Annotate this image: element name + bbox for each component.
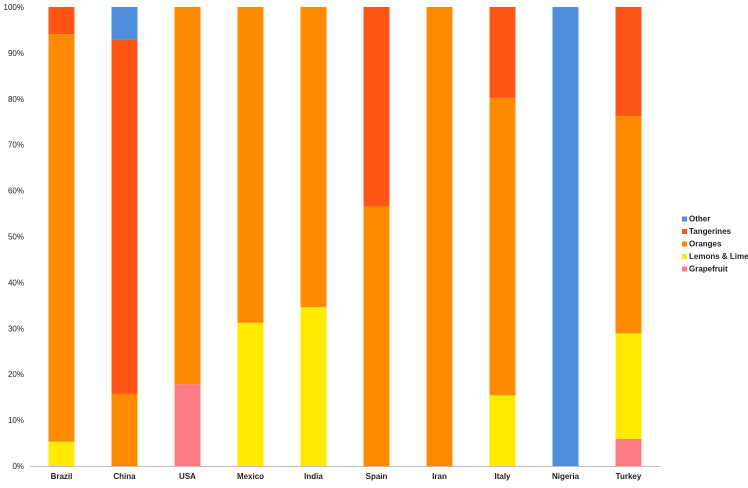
y-tick-label: 50% (8, 233, 24, 242)
bar-segment-usa-grapefruit (174, 384, 201, 466)
legend-label-grapefruit: Grapefruit (689, 265, 728, 274)
y-tick-label: 100% (4, 3, 24, 12)
x-tick-label: Italy (494, 472, 511, 481)
y-tick-label: 0% (12, 462, 24, 471)
bar-segment-india-oranges (300, 7, 327, 308)
bar-segment-china-oranges (111, 393, 138, 466)
legend-label-oranges: Oranges (689, 240, 722, 249)
x-tick-label: Mexico (237, 472, 264, 481)
y-tick-label: 30% (8, 324, 24, 333)
bar-segment-mexico-lemons-and-lime (237, 322, 264, 466)
bars (48, 7, 642, 467)
legend-swatch-tangerines (682, 229, 687, 234)
legend-swatch-grapefruit (682, 266, 687, 272)
bar-segment-italy-oranges (489, 97, 516, 396)
x-tick-label: Brazil (51, 472, 73, 481)
bar-segment-iran-oranges (426, 7, 453, 466)
bar-segment-india-lemons-and-lime (300, 307, 327, 466)
bar-segment-spain-oranges (363, 206, 390, 467)
legend-swatch-other (682, 216, 687, 222)
labels: 0% 10% 20% 30% 40% 50% 60% 70% 80% 90% 100% Brazil C… (4, 3, 642, 481)
legend: Other Tangerines Oranges Lemons & Lime Grape… (682, 215, 748, 274)
y-tick-label: 70% (8, 141, 24, 150)
bar-segment-brazil-oranges (48, 34, 75, 442)
bar-segment-turkey-lemons-and-lime (615, 333, 642, 439)
legend-swatch-oranges (682, 241, 687, 247)
legend-label-lemons-and-lime: Lemons & Lime (689, 252, 748, 261)
x-tick-label: Nigeria (552, 472, 580, 481)
legend-swatch-lemons-and-lime (682, 254, 687, 259)
x-tick-label: USA (179, 472, 196, 481)
bar-segment-turkey-tangerines (615, 7, 642, 117)
bar-segment-mexico-oranges (237, 7, 264, 323)
x-tick-label: India (304, 472, 323, 481)
legend-label-other: Other (689, 215, 710, 224)
bar-segment-brazil-tangerines (48, 7, 75, 35)
x-tick-label: Spain (366, 472, 388, 481)
bar-segment-nigeria-other (552, 7, 579, 466)
bar-segment-spain-tangerines (363, 7, 390, 207)
bar-segment-china-tangerines (111, 39, 138, 394)
bar-segment-turkey-oranges (615, 116, 642, 334)
bar-segment-brazil-lemons-and-lime (48, 441, 75, 466)
x-tick-label: China (113, 472, 136, 481)
y-tick-label: 60% (8, 187, 24, 196)
y-tick-label: 40% (8, 278, 24, 287)
y-tick-label: 10% (8, 416, 24, 425)
y-tick-label: 90% (8, 49, 24, 58)
bar-segment-usa-oranges (174, 7, 201, 385)
x-tick-label: Iran (432, 472, 447, 481)
y-tick-label: 20% (8, 370, 24, 379)
bar-segment-italy-lemons-and-lime (489, 395, 516, 466)
legend-label-tangerines: Tangerines (689, 227, 732, 236)
bar-segment-turkey-grapefruit (615, 438, 642, 466)
y-tick-label: 80% (8, 95, 24, 104)
bar-segment-china-other (111, 7, 138, 40)
x-tick-label: Turkey (616, 472, 642, 481)
bar-segment-italy-tangerines (489, 7, 516, 98)
